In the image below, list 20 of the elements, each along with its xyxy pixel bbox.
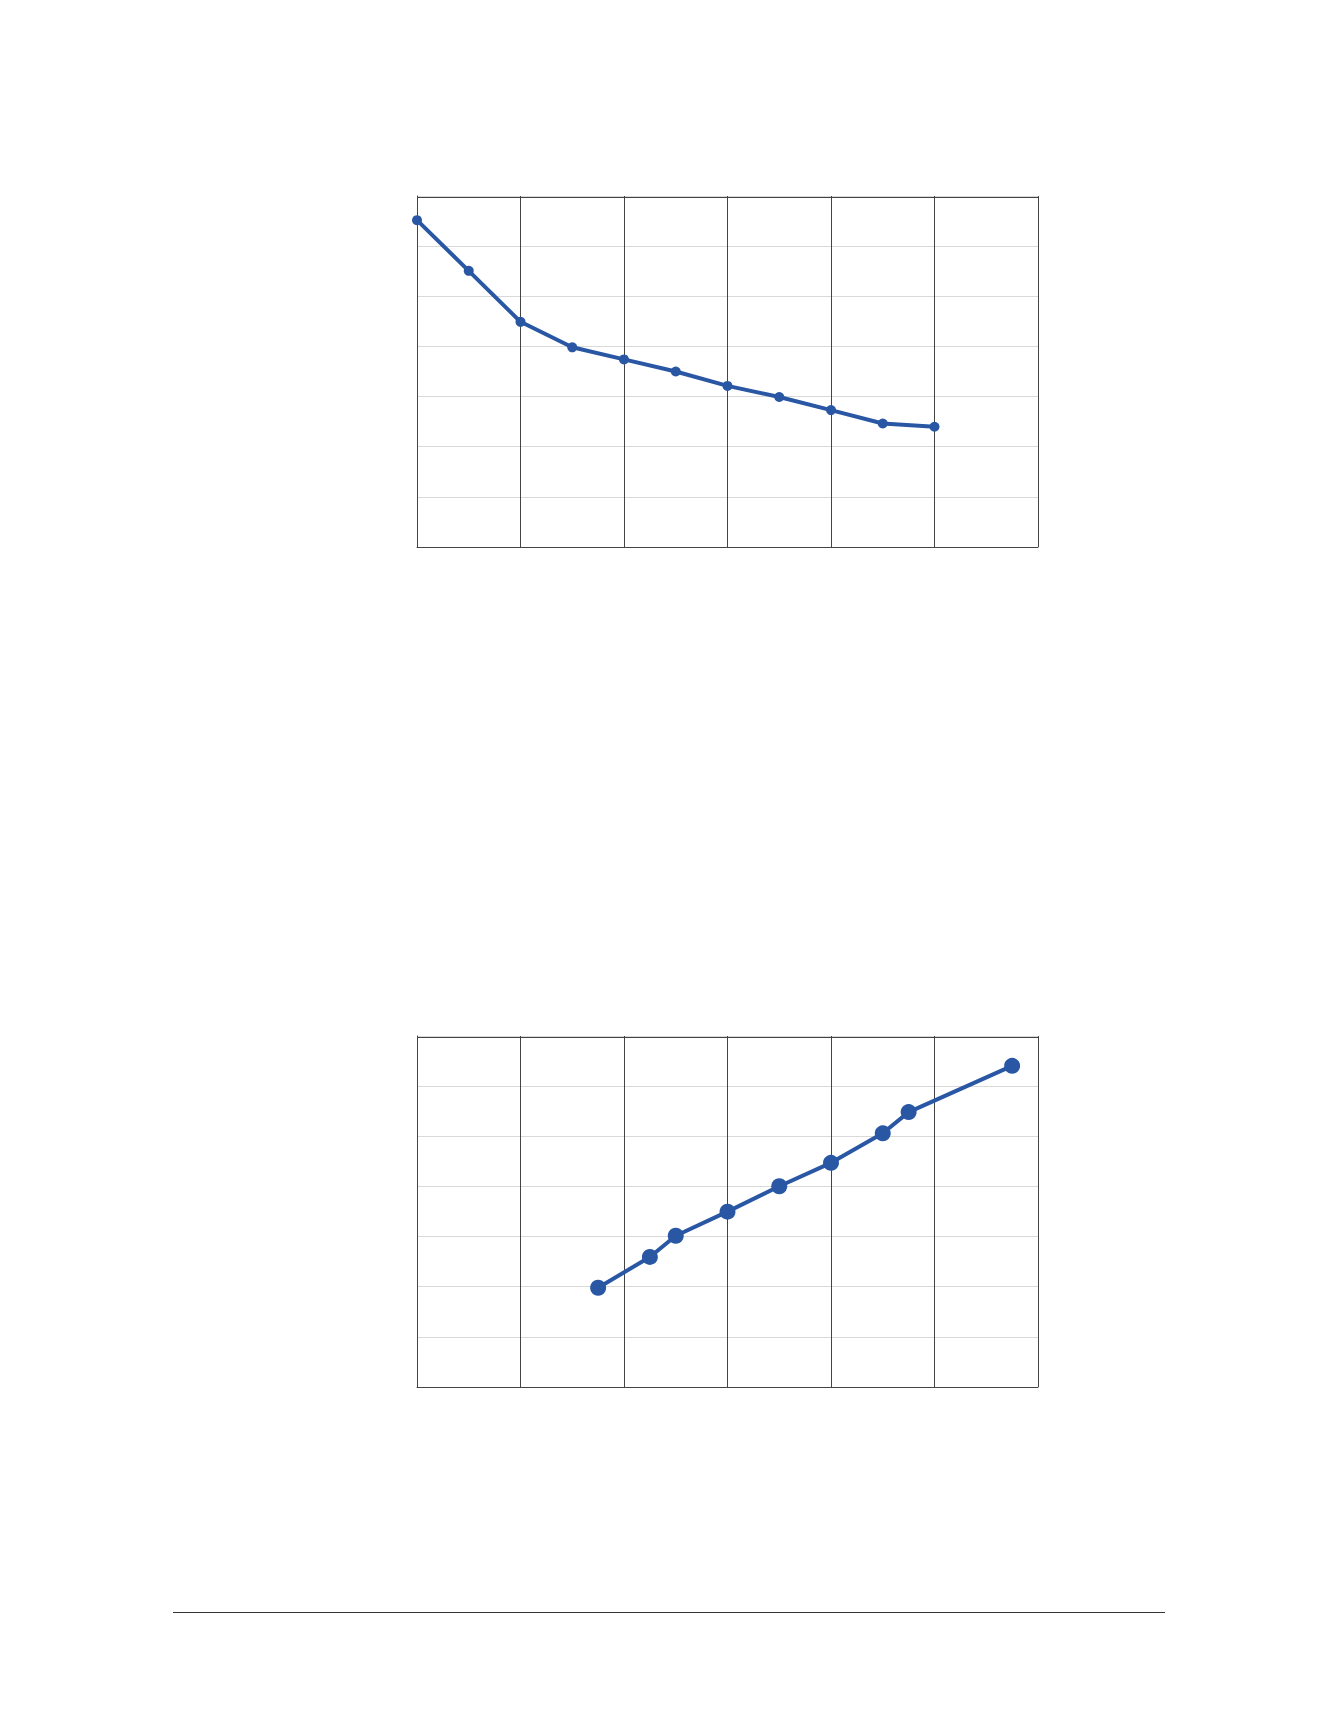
point [515,316,526,327]
point [590,1279,607,1296]
point [1004,1057,1021,1074]
point [929,421,940,432]
point [567,342,578,353]
point [722,380,733,391]
point [667,1227,684,1244]
point [412,215,422,226]
point [670,366,681,377]
point [771,1178,788,1195]
point [619,354,629,365]
point [719,1203,736,1220]
point [641,1248,658,1265]
point [774,391,785,402]
point [826,405,836,416]
point [877,418,888,429]
point [823,1154,839,1171]
point [900,1104,917,1121]
point [874,1125,891,1142]
point [463,265,474,276]
